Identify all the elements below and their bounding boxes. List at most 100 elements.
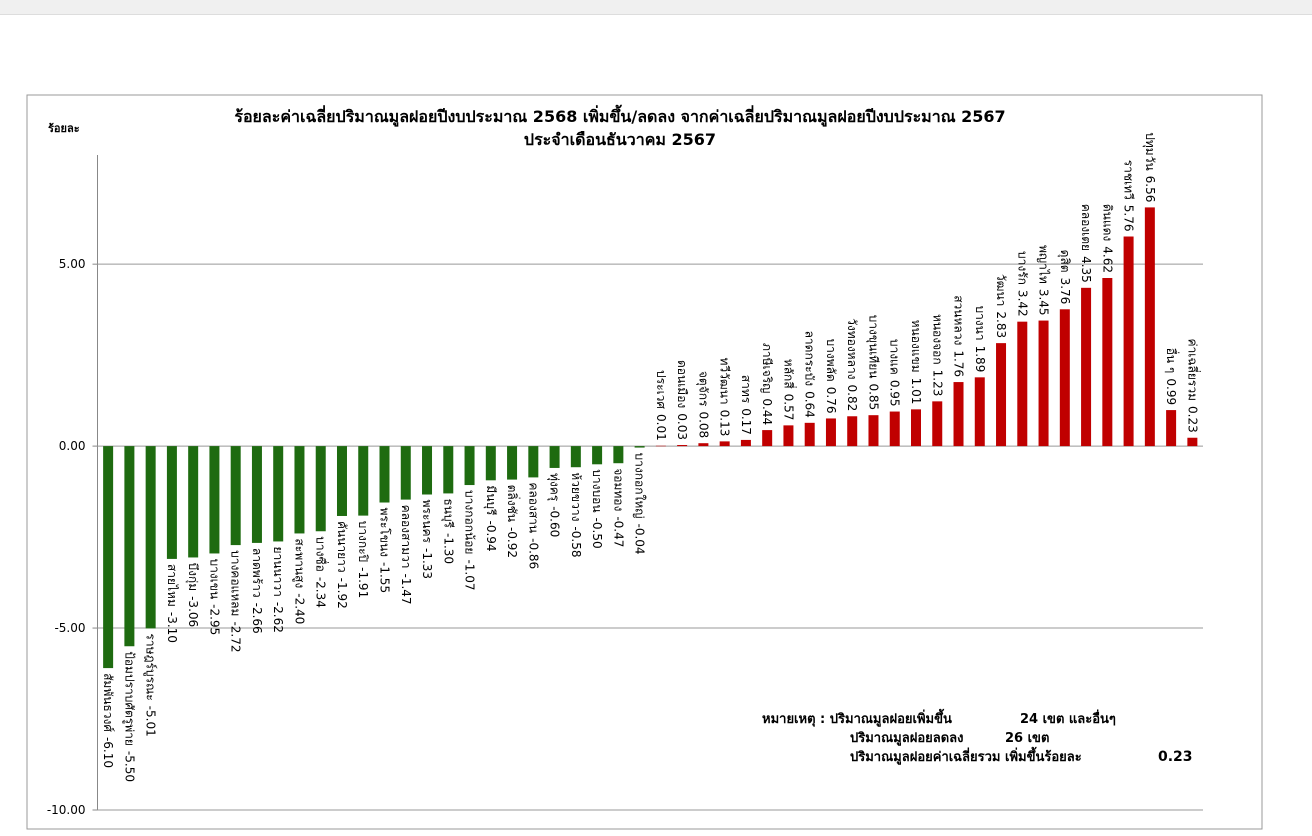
data-label: ยานนาวา -2.62 [271, 546, 285, 632]
category-name: บางแค [888, 339, 902, 375]
category-name: ห้วยขวาง [569, 472, 583, 521]
data-label: ดุสิต 3.76 [1057, 250, 1072, 305]
bar [996, 343, 1007, 447]
category-name: ทุ่งครุ [547, 473, 562, 502]
value-label: -1.92 [335, 578, 349, 609]
value-label: 1.89 [973, 346, 987, 373]
data-label: บางกอกใหญ่ -0.04 [633, 453, 647, 555]
value-label: -2.34 [314, 577, 328, 608]
category-name: บางนา [973, 305, 987, 340]
bar [655, 445, 666, 447]
bar [358, 446, 369, 516]
value-label: 0.95 [888, 380, 902, 407]
data-label: สาทร 0.17 [739, 375, 753, 435]
value-label: -0.47 [611, 516, 625, 547]
data-label: อื่น ๆ 0.99 [1164, 348, 1180, 405]
bar [485, 446, 496, 481]
value-label: -2.95 [207, 604, 221, 635]
data-label: หนองแขม 1.01 [909, 320, 923, 405]
value-label: -1.33 [420, 548, 434, 579]
value-label: 0.44 [760, 398, 774, 425]
value-label: 0.99 [1164, 378, 1178, 405]
note: 26 เขต [1005, 731, 1049, 746]
browser-bar [0, 0, 1312, 15]
y-tick-label: -10.00 [47, 803, 86, 817]
bar [847, 416, 858, 447]
category-name: บึงกุ่ม [185, 562, 200, 591]
bar [188, 446, 199, 558]
category-name: ประเวศ [654, 370, 668, 409]
data-label: บางแค 0.95 [888, 339, 902, 407]
note: หมายเหตุ : ปริมาณมูลฝอยเพิ่มขึ้น [762, 708, 952, 727]
value-label: 0.08 [696, 411, 710, 438]
category-name: วังทองหลาง [845, 318, 859, 379]
data-label: ดินแดง 4.62 [1100, 204, 1114, 273]
bar [294, 446, 305, 534]
category-name: บางเขน [207, 558, 221, 599]
value-label: -1.55 [378, 562, 392, 593]
bar [783, 425, 794, 447]
data-label: ภาษีเจริญ 0.44 [760, 343, 774, 425]
data-label: วังทองหลาง 0.82 [845, 318, 859, 411]
category-name: ราชเทวี [1122, 160, 1136, 200]
data-label: บางขุนเทียน 0.85 [865, 315, 880, 411]
value-label: -1.47 [399, 574, 413, 605]
value-label: 0.17 [739, 408, 753, 435]
bar [443, 446, 454, 494]
category-name: ดุสิต [1057, 250, 1072, 273]
data-label: ปทุมวัน 6.56 [1142, 132, 1157, 202]
data-label: พญาไท 3.45 [1037, 245, 1051, 316]
value-label: -0.94 [484, 521, 498, 552]
bar [719, 441, 730, 447]
data-label: คลองสามวา -1.47 [399, 505, 413, 605]
bar [974, 377, 985, 447]
chart-frame [26, 94, 1263, 830]
category-name: สะพานสูง [291, 538, 306, 588]
category-name: ดอนเมือง [675, 360, 689, 408]
bar [740, 439, 751, 447]
data-label: บางเขน -2.95 [207, 558, 221, 635]
y-tick-label: 5.00 [59, 257, 86, 271]
category-name: อื่น ๆ [1164, 348, 1180, 374]
value-label: 4.35 [1079, 256, 1093, 283]
bar [507, 446, 518, 480]
bar [145, 446, 156, 629]
category-name: หนองจอก [930, 314, 944, 365]
value-label: -5.50 [122, 751, 136, 782]
data-label: วัฒนา 2.83 [994, 274, 1008, 338]
data-label: สวนหลวง 1.76 [952, 295, 966, 377]
data-label: บางรัก 3.42 [1015, 251, 1029, 317]
data-label: คลองสาน -0.86 [526, 482, 540, 569]
note: ปริมาณมูลฝอยค่าเฉลี่ยรวม เพิ่มขึ้นร้อยละ [850, 746, 1082, 765]
bar [124, 446, 135, 647]
data-label: ป้อมปราบศัตรูพ่าย -5.50 [121, 651, 136, 782]
bar [422, 446, 433, 495]
value-label: -3.10 [165, 612, 179, 643]
bar [315, 446, 326, 532]
data-label: บางบอน -0.50 [590, 469, 604, 548]
chart-subtitle: ประจำเดือนธันวาคม 2567 [524, 130, 716, 149]
data-label: สะพานสูง -2.40 [291, 538, 306, 624]
data-label: มีนบุรี -0.94 [483, 485, 498, 551]
value-label: -2.40 [292, 593, 306, 624]
bar [251, 446, 262, 543]
value-label: 2.83 [994, 311, 1008, 338]
bar [1144, 207, 1155, 447]
data-label: บางกะปิ -1.91 [356, 521, 370, 599]
bar [273, 446, 284, 542]
bar [464, 446, 475, 486]
value-label: 0.82 [845, 385, 859, 412]
category-name: สาทร [739, 375, 753, 404]
bar [592, 446, 603, 465]
category-name: จอมทอง [611, 468, 625, 511]
value-label: 0.03 [675, 413, 689, 440]
value-label: 0.85 [866, 383, 880, 410]
category-name: สวนหลวง [952, 295, 966, 345]
data-label: หลักสี่ 0.57 [781, 359, 797, 421]
category-name: บางกอกใหญ่ [633, 453, 647, 519]
bar [528, 446, 539, 478]
category-name: หนองแขม [909, 320, 923, 373]
value-label: 1.76 [952, 350, 966, 377]
category-name: บางคอแหลม [229, 550, 243, 616]
